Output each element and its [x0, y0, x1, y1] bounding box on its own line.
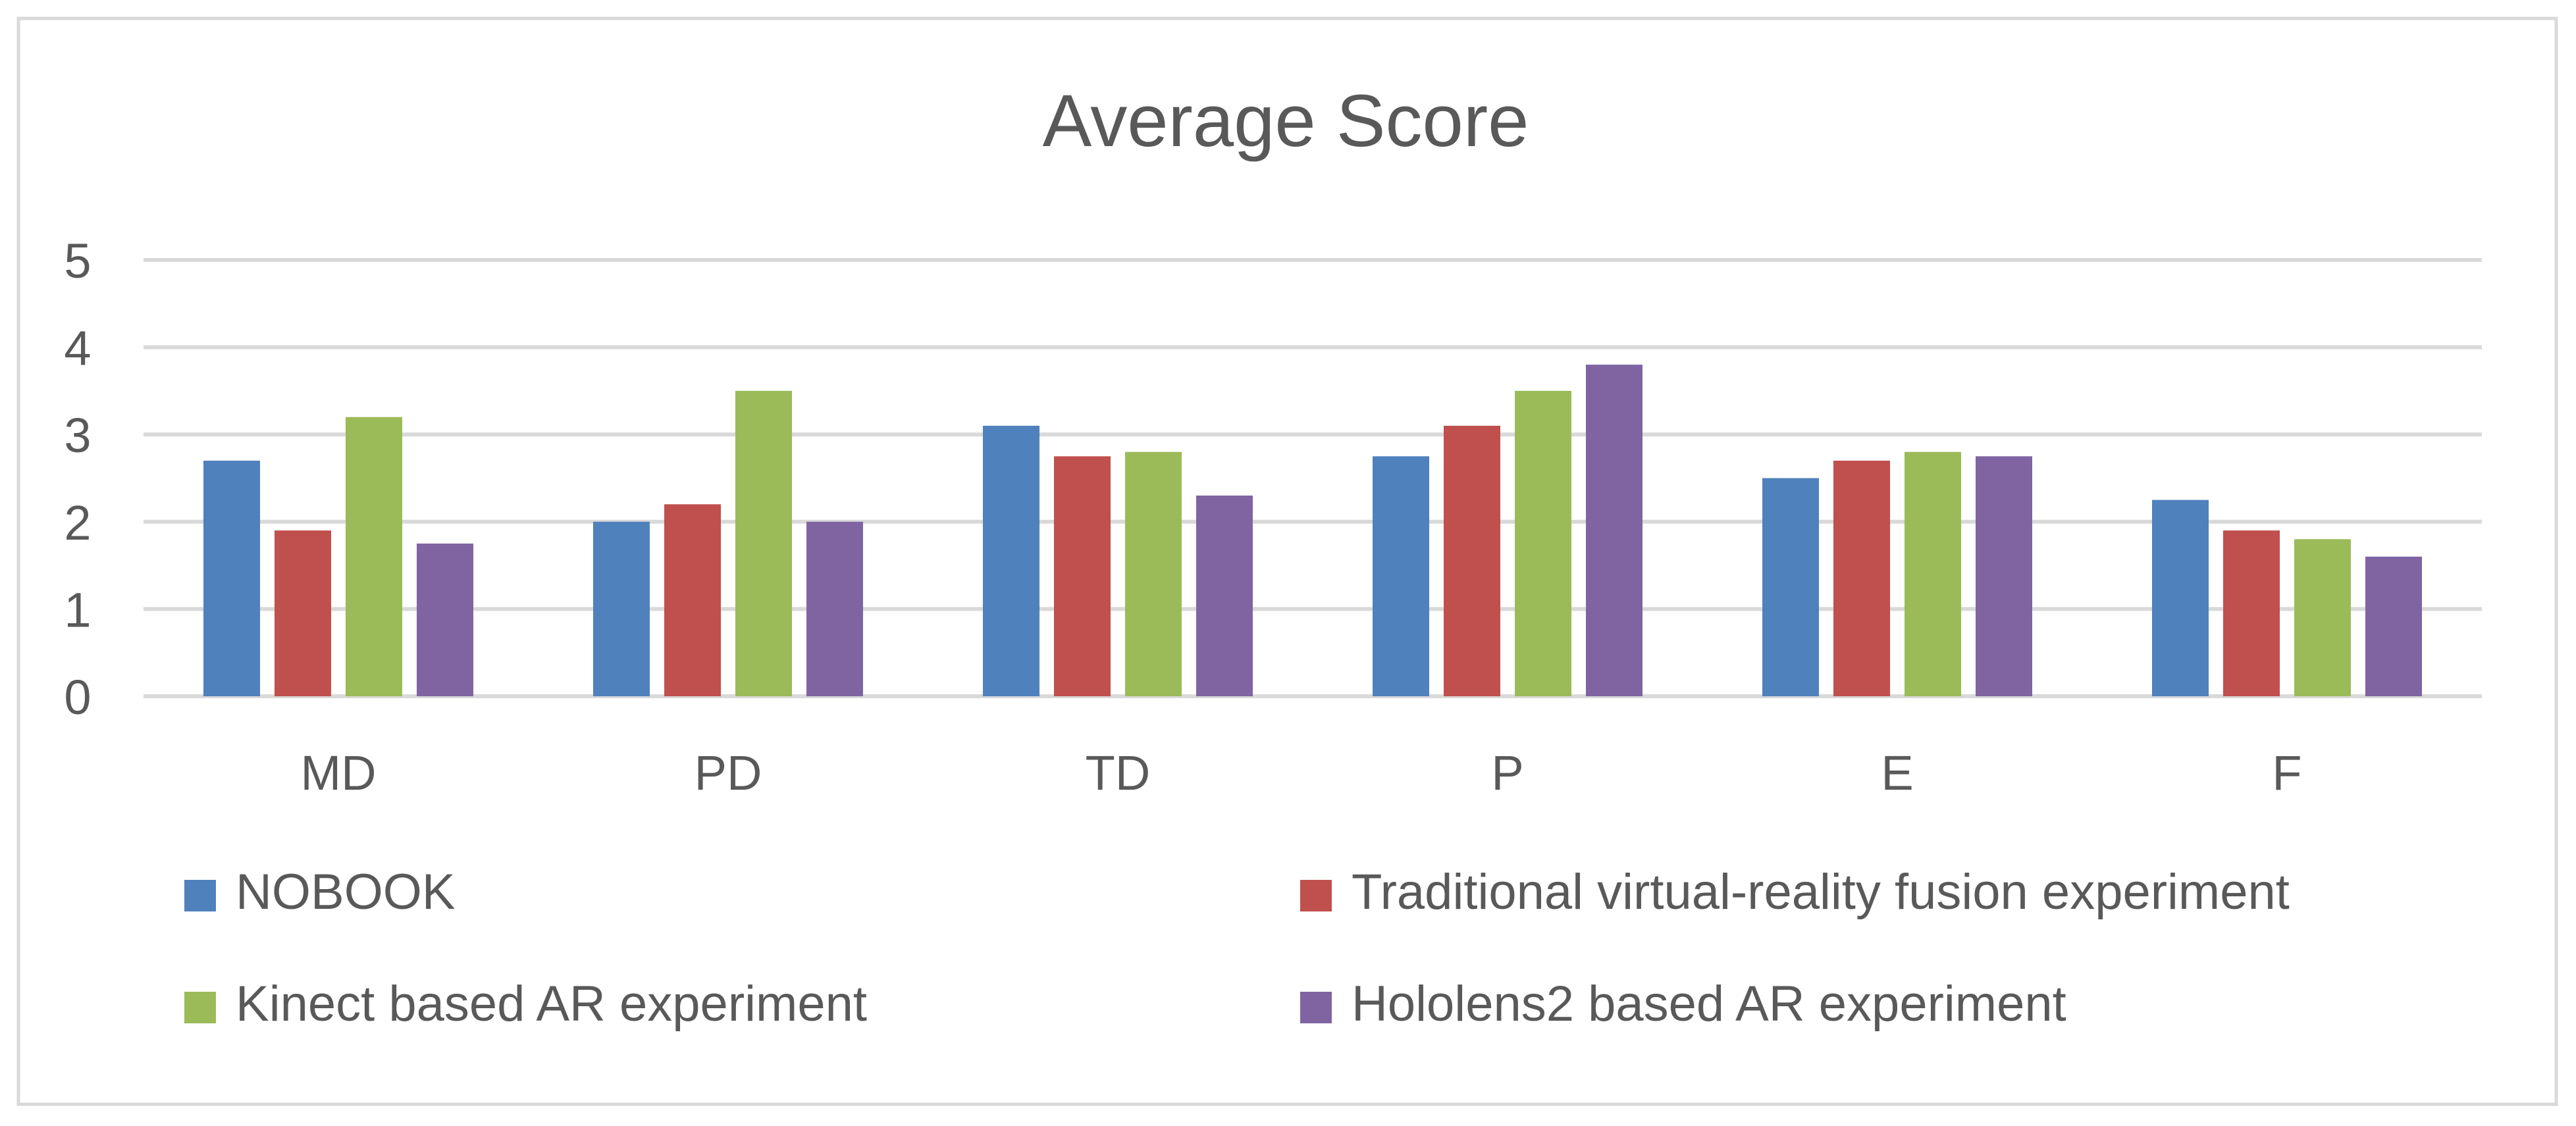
y-tick-label: 2 — [64, 496, 91, 550]
legend-label: Hololens2 based AR experiment — [1352, 976, 2066, 1032]
bar-pd-series-4 — [806, 521, 863, 696]
bar-md-series-1 — [203, 460, 260, 696]
legend-label: Kinect based AR experiment — [236, 976, 867, 1032]
bar-p-series-1 — [1373, 456, 1429, 696]
legend-swatch — [1300, 992, 1332, 1023]
y-tick-label: 4 — [64, 321, 91, 376]
bar-p-series-2 — [1444, 425, 1500, 696]
x-tick-label: P — [1491, 746, 1523, 800]
bar-e-series-3 — [1905, 451, 1961, 696]
y-tick-label: 0 — [64, 670, 91, 725]
bar-p-series-3 — [1515, 390, 1571, 696]
bar-e-series-1 — [1762, 478, 1819, 696]
x-tick-label: MD — [300, 746, 376, 800]
y-axis-tick-labels: 0 1 2 3 4 5 — [64, 234, 91, 725]
y-tick-label: 5 — [64, 234, 91, 288]
x-tick-label: F — [2272, 746, 2301, 800]
bar-td-series-3 — [1125, 451, 1182, 696]
bar-f-series-4 — [2365, 556, 2422, 696]
legend-label: NOBOOK — [236, 864, 456, 920]
bar-md-series-4 — [417, 543, 473, 696]
bar-pd-series-3 — [735, 390, 792, 696]
bar-md-series-3 — [346, 417, 402, 696]
legend-label: Traditional virtual-reality fusion exper… — [1352, 864, 2290, 920]
bar-e-series-2 — [1833, 460, 1890, 696]
x-axis-tick-labels: MD PD TD P E F — [300, 746, 2301, 800]
bar-p-series-4 — [1586, 365, 1643, 696]
x-tick-label: PD — [695, 746, 762, 800]
bar-td-series-1 — [983, 425, 1039, 696]
bar-f-series-2 — [2223, 530, 2280, 696]
bars — [203, 365, 2422, 696]
gridlines — [144, 258, 2482, 698]
x-tick-label: E — [1881, 746, 1913, 800]
legend-swatch — [1300, 880, 1332, 911]
y-tick-label: 3 — [64, 408, 91, 463]
bar-f-series-1 — [2152, 499, 2209, 696]
bar-md-series-2 — [275, 530, 331, 696]
bar-e-series-4 — [1976, 456, 2032, 696]
x-tick-label: TD — [1086, 746, 1151, 800]
bar-pd-series-1 — [593, 521, 650, 696]
bar-pd-series-2 — [664, 504, 721, 696]
bar-td-series-4 — [1196, 496, 1253, 696]
bar-td-series-2 — [1054, 456, 1111, 696]
y-tick-label: 1 — [64, 582, 91, 637]
legend: NOBOOK Traditional virtual-reality fusion… — [184, 864, 2290, 1032]
legend-swatch — [184, 880, 216, 911]
bar-f-series-3 — [2294, 539, 2351, 696]
legend-swatch — [184, 992, 216, 1023]
chart-title: Average Score — [1043, 80, 1529, 162]
